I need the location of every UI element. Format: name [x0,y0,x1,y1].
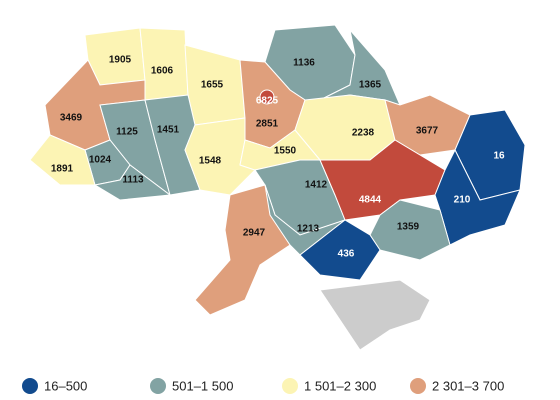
region-label: 1550 [274,146,297,157]
region-label: 1606 [151,66,174,77]
region-label: 1136 [293,58,315,69]
legend-swatch [410,378,426,394]
legend-label: 1 501–2 300 [304,378,376,393]
crimea [319,279,431,351]
region-label: 1365 [359,80,382,91]
legend-swatch [282,378,298,394]
legend-swatch [22,378,38,394]
legend-label: 16–500 [44,378,87,393]
region-label: 3677 [416,126,439,137]
region-label: 1113 [122,175,144,186]
region [29,134,96,186]
region [139,27,189,101]
region-label: 1548 [199,156,222,167]
region-label: 436 [338,249,355,260]
region-label: 4844 [359,195,382,206]
legend-label: 501–1 500 [172,378,233,393]
region-label: 1905 [109,55,132,66]
region [299,219,381,281]
region-label: 210 [454,195,471,206]
region-label: 1891 [51,164,74,175]
region-label: 2851 [256,119,279,130]
region [434,148,521,246]
region-label: 1412 [305,180,328,191]
region-label: 16 [493,151,505,162]
region-label: 1125 [116,127,138,138]
legend-swatch [150,378,166,394]
region-label: 1655 [201,80,224,91]
region-label: 1359 [397,222,420,233]
region-label: 1451 [157,125,180,136]
region-label: 1024 [89,155,112,166]
region-label: 6825 [256,96,279,107]
region [93,164,172,201]
region-label: 2947 [243,228,266,239]
region [259,89,275,105]
region-label: 1213 [297,224,320,235]
region-label: 2238 [352,128,375,139]
legend-label: 2 301–3 700 [432,378,504,393]
region-label: 3469 [60,113,83,124]
